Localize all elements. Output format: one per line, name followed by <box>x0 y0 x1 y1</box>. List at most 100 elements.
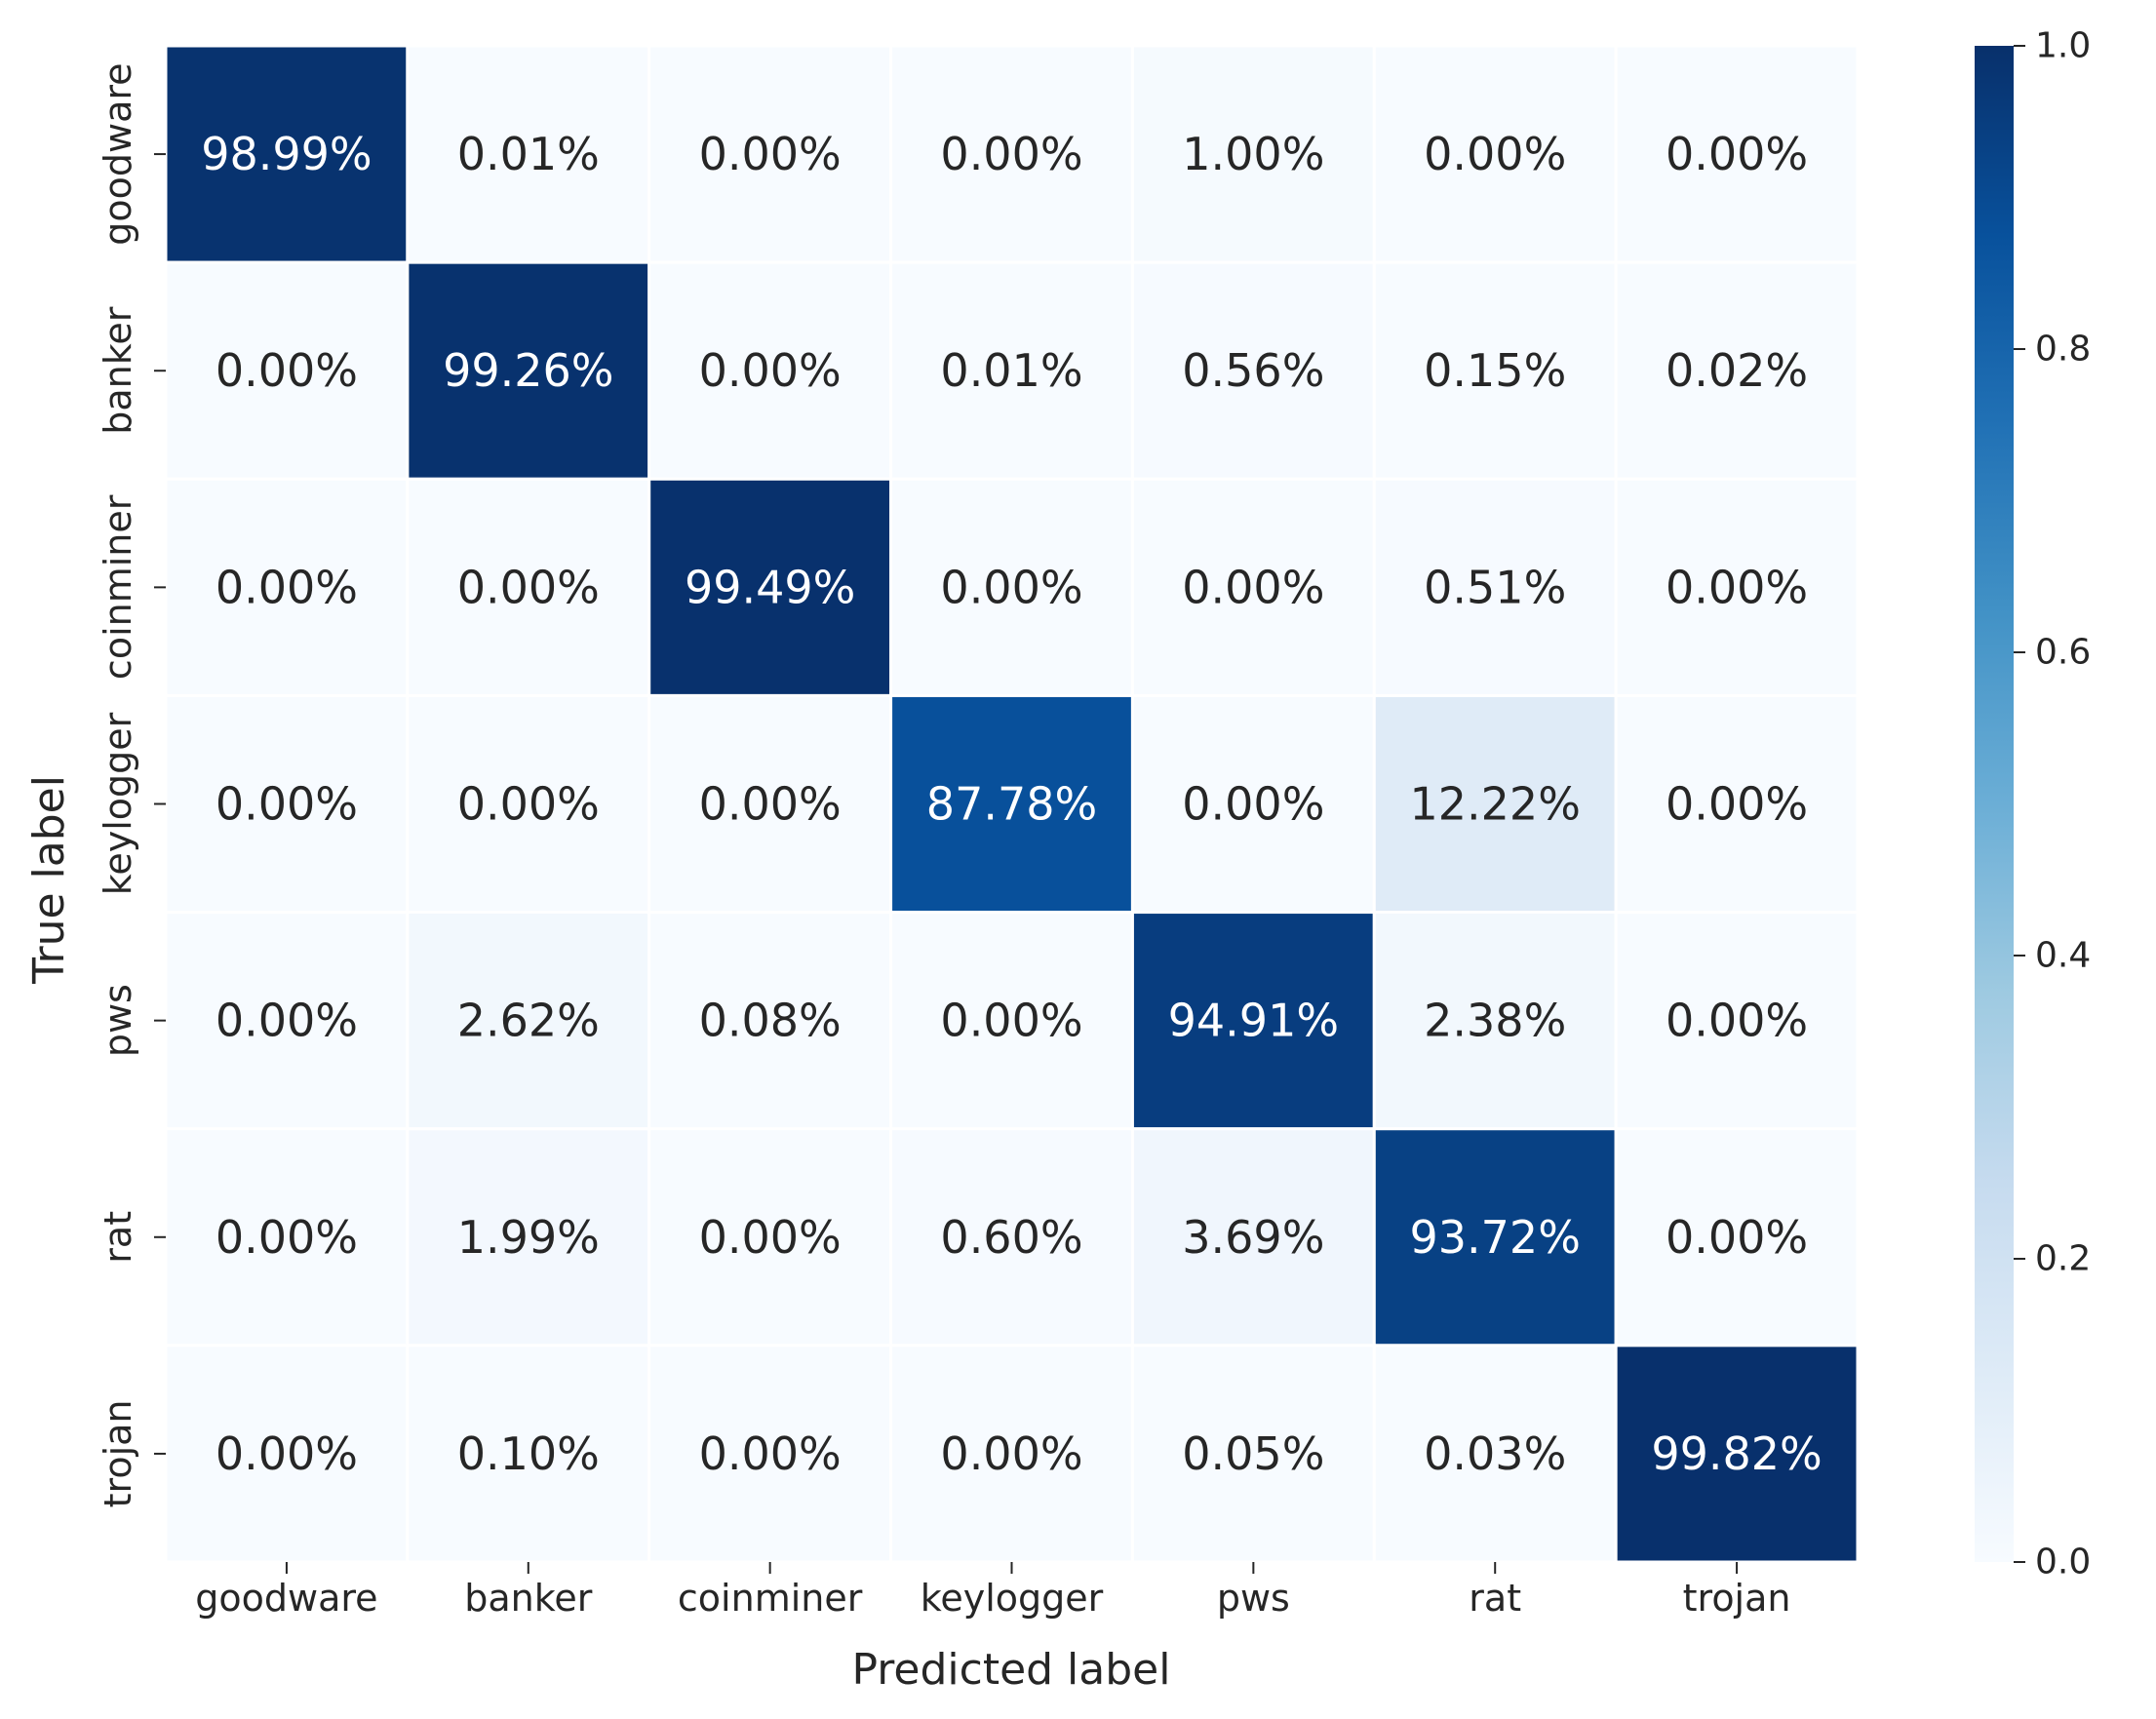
colorbar-ticks: 0.0 0.2 0.4 0.6 0.8 1.0 <box>2014 26 2091 1582</box>
heatmap-cell <box>1614 911 1860 1131</box>
cell-value-label: 0.01% <box>940 344 1082 397</box>
cell-value-label: 0.00% <box>216 778 358 831</box>
cell-value-label: 0.51% <box>1424 561 1566 613</box>
cell-value-label: 0.08% <box>699 995 842 1047</box>
x-tick-label: coinminer <box>678 1577 863 1620</box>
colorbar-tick-label: 0.4 <box>2035 936 2091 976</box>
heatmap-cell <box>1372 477 1618 697</box>
heatmap-cell <box>164 693 410 915</box>
cell-value-label: 0.01% <box>457 128 600 180</box>
heatmap-cell <box>1130 260 1376 481</box>
cell-value-label: 0.03% <box>1424 1427 1566 1480</box>
cell-value-label: 0.00% <box>1424 128 1566 180</box>
cell-value-label: 99.26% <box>443 344 613 397</box>
y-axis-ticks: goodware banker coinminer keylogger pws rat tr… <box>97 62 166 1507</box>
heatmap-cell <box>1130 477 1376 697</box>
cell-value-label: 0.00% <box>216 344 358 397</box>
heatmap-cell <box>1372 260 1618 481</box>
x-tick-label: banker <box>464 1577 593 1620</box>
cell-value-label: 0.00% <box>699 1211 842 1264</box>
colorbar-tick-label: 0.2 <box>2035 1239 2091 1279</box>
cell-value-label: 0.00% <box>1666 778 1808 831</box>
cell-value-label: 94.91% <box>1168 995 1339 1047</box>
heatmap-cell <box>164 44 410 264</box>
heatmap-cell <box>1372 1344 1618 1564</box>
heatmap-cell <box>406 477 651 697</box>
heatmap-cell-labels: 98.99% 0.01% 0.00% 0.00% 1.00% 0.00% 0.00% 0.00… <box>201 128 1823 1480</box>
cell-value-label: 3.69% <box>1182 1211 1324 1264</box>
cell-value-label: 0.00% <box>216 995 358 1047</box>
heatmap-cell <box>1614 693 1860 915</box>
x-tick-label: trojan <box>1683 1577 1791 1620</box>
cell-value-label: 12.22% <box>1410 778 1581 831</box>
heatmap-cells <box>164 44 1860 1564</box>
heatmap-cell <box>1130 44 1376 264</box>
cell-value-label: 0.00% <box>1666 995 1808 1047</box>
cell-value-label: 93.72% <box>1410 1211 1581 1264</box>
x-axis-ticks: goodware banker coinminer keylogger pws rat tr… <box>195 1562 1791 1620</box>
cell-value-label: 0.00% <box>1182 561 1324 613</box>
cell-value-label: 2.38% <box>1424 995 1566 1047</box>
heatmap-cell <box>889 44 1134 264</box>
colorbar-tick-label: 0.0 <box>2035 1543 2091 1582</box>
heatmap-cell <box>1614 477 1860 697</box>
colorbar: 0.0 0.2 0.4 0.6 0.8 1.0 <box>1975 26 2091 1582</box>
cell-value-label: 0.00% <box>1666 128 1808 180</box>
heatmap-cell <box>406 1127 651 1348</box>
cell-value-label: 0.56% <box>1182 344 1324 397</box>
cell-value-label: 0.00% <box>457 778 600 831</box>
cell-value-label: 0.05% <box>1182 1427 1324 1480</box>
colorbar-tick-label: 0.8 <box>2035 330 2091 370</box>
heatmap-cell <box>647 477 893 697</box>
heatmap-cell <box>164 1127 410 1348</box>
cell-value-label: 98.99% <box>201 128 372 180</box>
x-tick-label: rat <box>1469 1577 1521 1620</box>
cell-value-label: 0.10% <box>457 1427 600 1480</box>
cell-value-label: 0.00% <box>699 128 842 180</box>
heatmap-cell <box>406 693 651 915</box>
heatmap-cell <box>1614 260 1860 481</box>
cell-value-label: 0.00% <box>940 128 1082 180</box>
cell-value-label: 0.00% <box>1666 561 1808 613</box>
heatmap-cell <box>647 44 893 264</box>
cell-value-label: 0.00% <box>1182 778 1324 831</box>
heatmap-cell <box>1130 1344 1376 1564</box>
heatmap-cell <box>647 1344 893 1564</box>
cell-value-label: 0.00% <box>216 1211 358 1264</box>
heatmap-cell <box>1372 693 1618 915</box>
y-tick-label: keylogger <box>97 712 139 895</box>
cell-value-label: 0.00% <box>216 561 358 613</box>
cell-value-label: 1.99% <box>457 1211 600 1264</box>
cell-value-label: 99.82% <box>1651 1427 1822 1480</box>
cell-value-label: 0.00% <box>1666 1211 1808 1264</box>
heatmap-cell <box>164 911 410 1131</box>
heatmap-cell <box>1372 44 1618 264</box>
cell-value-label: 0.00% <box>699 344 842 397</box>
colorbar-tick-label: 0.6 <box>2035 633 2091 673</box>
cell-value-label: 0.00% <box>940 995 1082 1047</box>
y-axis-title: True label <box>24 775 74 985</box>
cell-value-label: 1.00% <box>1182 128 1324 180</box>
x-tick-label: pws <box>1217 1577 1290 1620</box>
heatmap-cell <box>647 911 893 1131</box>
y-tick-label: trojan <box>97 1399 139 1507</box>
colorbar-tick-label: 1.0 <box>2035 26 2091 66</box>
heatmap-cell <box>164 1344 410 1564</box>
cell-value-label: 0.00% <box>216 1427 358 1480</box>
colorbar-scale <box>1975 46 2014 1562</box>
x-tick-label: keylogger <box>921 1577 1104 1620</box>
heatmap-cell <box>406 44 651 264</box>
heatmap-cell <box>889 1344 1134 1564</box>
heatmap-cell <box>1614 1344 1860 1564</box>
cell-value-label: 87.78% <box>926 778 1097 831</box>
heatmap-cell <box>889 477 1134 697</box>
cell-value-label: 0.00% <box>940 1427 1082 1480</box>
heatmap-cell <box>647 1127 893 1348</box>
cell-value-label: 0.00% <box>699 778 842 831</box>
x-tick-label: goodware <box>195 1577 377 1620</box>
y-tick-label: rat <box>97 1211 139 1264</box>
cell-value-label: 0.60% <box>940 1211 1082 1264</box>
heatmap-cell <box>1614 1127 1860 1348</box>
heatmap-cell <box>1130 1127 1376 1348</box>
